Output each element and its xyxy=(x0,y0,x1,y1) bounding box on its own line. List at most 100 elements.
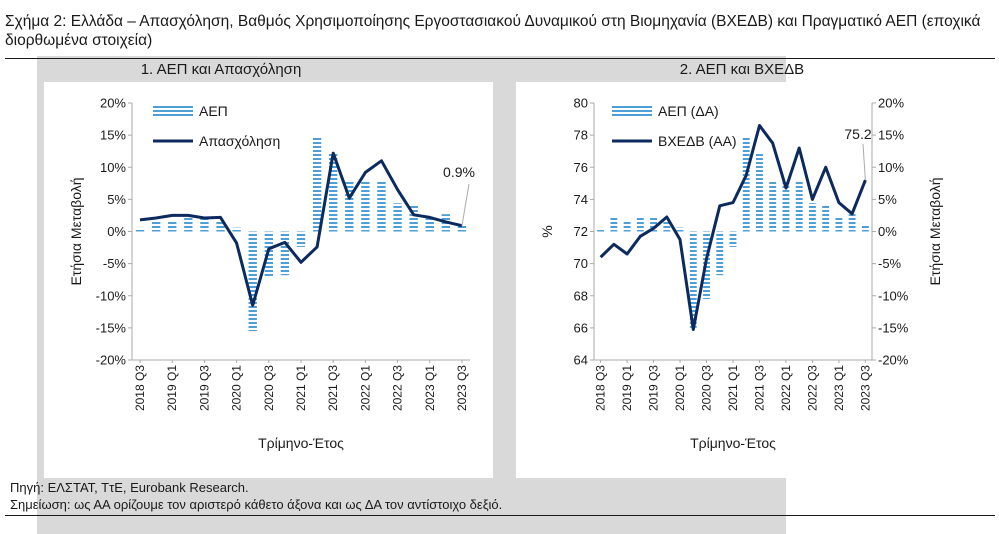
x-tick-label: 2023 Q3 xyxy=(455,365,469,411)
x-tick-label: 2020 Q1 xyxy=(673,365,687,411)
bar xyxy=(345,180,354,232)
y-tick-label: 64 xyxy=(574,353,588,368)
y-tick-label: 66 xyxy=(574,320,588,335)
annotation-label: 75.2 xyxy=(844,126,871,142)
x-tick-label: 2019 Q1 xyxy=(165,365,179,411)
x-tick-label: 2019 Q3 xyxy=(197,365,211,411)
y-tick-label: -10% xyxy=(96,288,127,303)
source-note: Πηγή: ΕΛΣΤΑΤ, ΤτΕ, Eurobank Research. xyxy=(10,480,249,495)
bar xyxy=(409,205,418,232)
bar xyxy=(610,218,618,232)
y-right-tick-label: 20% xyxy=(878,96,904,111)
bar xyxy=(425,218,434,232)
x-tick-label: 2020 Q1 xyxy=(230,365,244,411)
bar xyxy=(184,218,193,232)
y-right-tick-label: -5% xyxy=(878,256,902,271)
x-tick-label: 2021 Q3 xyxy=(752,365,766,411)
legend-bar-swatch xyxy=(153,104,193,117)
line-series xyxy=(599,124,867,331)
chart1-svg: -20% -15% -10% -5% 0% 5% 10% 15% 20% 2018 Q3 2019 … xyxy=(68,96,475,452)
bar xyxy=(861,225,869,232)
top-rule xyxy=(5,58,995,59)
x-axis-title: Τρίμηνο-Έτος xyxy=(258,435,344,451)
y-tick-label: 78 xyxy=(574,128,588,143)
annotation-leader xyxy=(461,183,470,226)
bar xyxy=(782,180,790,232)
x-tick-label: 2021 Q1 xyxy=(294,365,308,411)
y-tick-label: 0% xyxy=(107,224,126,239)
legend-bar-label: ΑΕΠ (ΔΑ) xyxy=(658,103,719,119)
bar xyxy=(742,137,750,232)
bar xyxy=(393,203,402,232)
bar xyxy=(756,152,763,232)
bar xyxy=(729,231,737,247)
bar xyxy=(457,225,467,232)
y-tick-label: 5% xyxy=(107,192,126,207)
y-right-tick-label: -20% xyxy=(878,353,909,368)
bar xyxy=(361,180,370,232)
x-tick-label: 2018 Q3 xyxy=(133,365,147,411)
bar xyxy=(296,231,306,247)
chart2-panel: 64 66 68 70 72 74 76 78 80 -20% -15% -10% -5% 0% 5% 10%… xyxy=(516,82,969,478)
bar xyxy=(597,228,605,232)
x-tick-label: 2019 Q3 xyxy=(647,365,661,411)
chart1-panel: -20% -15% -10% -5% 0% 5% 10% 15% 20% 2018 Q3 2019 … xyxy=(44,82,493,478)
y-tick-label: 10% xyxy=(100,160,126,175)
y-axis-title: Ετήσια Μεταβολή xyxy=(68,177,84,285)
x-axis-title: Τρίμηνο-Έτος xyxy=(690,435,776,451)
y-right-tick-label: 15% xyxy=(878,128,904,143)
x-tick-label: 2023 Q1 xyxy=(832,365,846,411)
x-tick-label: 2020 Q3 xyxy=(262,365,276,411)
x-tick-label: 2023 Q3 xyxy=(858,365,872,411)
bar xyxy=(689,231,697,328)
bar xyxy=(216,221,225,232)
bottom-rule xyxy=(5,515,995,516)
bar xyxy=(151,220,161,232)
bar xyxy=(650,217,658,232)
y-tick-label: 15% xyxy=(100,128,126,143)
y-right-tick-label: 0% xyxy=(878,224,897,239)
y-right-tick-label: -15% xyxy=(878,320,909,335)
x-tick-label: 2022 Q1 xyxy=(358,365,372,411)
bar xyxy=(280,231,290,276)
y-tick-label: -20% xyxy=(96,353,127,368)
x-tick-label: 2019 Q1 xyxy=(620,365,634,411)
bar xyxy=(769,180,777,232)
legend-bar-swatch xyxy=(612,104,652,117)
y-tick-label: 70 xyxy=(574,256,588,271)
figure-title: Σχήμα 2: Ελλάδα – Απασχόληση, Βαθμός Χρη… xyxy=(5,13,981,49)
bar xyxy=(248,231,257,332)
x-tick-label: 2020 Q3 xyxy=(700,365,714,411)
line-series xyxy=(139,151,463,307)
bar xyxy=(200,217,209,232)
annotation-leader xyxy=(862,143,866,181)
bar xyxy=(377,180,386,232)
bar xyxy=(168,221,177,232)
y-tick-label: 68 xyxy=(574,288,588,303)
x-tick-label: 2021 Q3 xyxy=(326,365,340,411)
y-tick-label: 72 xyxy=(574,224,588,239)
y-tick-label: 76 xyxy=(574,160,588,175)
bar xyxy=(808,203,816,232)
annotation-label: 0.9% xyxy=(443,164,475,180)
x-tick-label: 2018 Q3 xyxy=(594,365,608,411)
x-tick-label: 2022 Q1 xyxy=(779,365,793,411)
y-right-tick-label: -10% xyxy=(878,288,909,303)
y-tick-label: 20% xyxy=(100,96,126,111)
bar xyxy=(822,205,830,232)
bar xyxy=(312,137,322,232)
x-tick-label: 2022 Q3 xyxy=(805,365,819,411)
bar xyxy=(716,231,724,276)
y-right-tick-label: 5% xyxy=(878,192,897,207)
bar xyxy=(835,218,843,232)
legend-bar-label: ΑΕΠ xyxy=(199,103,228,119)
y-right-tick-label: 10% xyxy=(878,160,904,175)
x-tick-label: 2023 Q1 xyxy=(423,365,437,411)
bar xyxy=(329,152,338,232)
bar xyxy=(636,218,644,232)
y-tick-label: -15% xyxy=(96,320,127,335)
chart2-title: 2. ΑΕΠ και ΒΧΕΔΒ xyxy=(679,61,805,78)
x-tick-label: 2021 Q1 xyxy=(726,365,740,411)
bar xyxy=(232,227,241,232)
chart1-title: 1. ΑΕΠ και Απασχόληση xyxy=(140,61,302,78)
